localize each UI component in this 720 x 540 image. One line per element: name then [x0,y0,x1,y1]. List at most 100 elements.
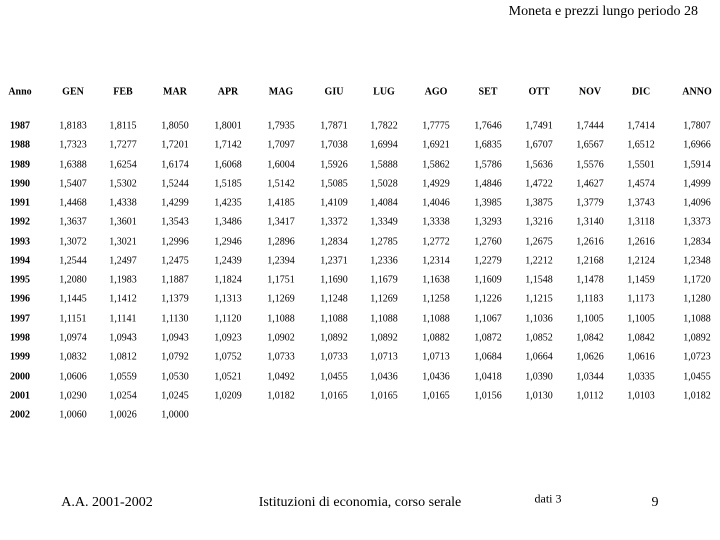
table-cell: 1,1088 [422,313,450,325]
table-cell: 1,4999 [683,178,711,190]
table-cell: 1,2785 [370,236,398,248]
footer-year: A.A. 2001-2002 [61,495,153,510]
table-cell: 1,0335 [627,371,655,382]
table-cell: 1,2212 [525,255,553,267]
row-year: 1995 [10,274,30,286]
table-cell: 1,0752 [214,351,242,363]
table-cell: 1,7491 [525,120,553,132]
table-cell: 1,4846 [474,178,502,190]
table-cell: 1,1215 [525,293,553,305]
table-cell: 1,7822 [370,120,398,132]
table-cell: 1,7142 [214,139,242,151]
table-cell: 1,7201 [161,139,189,151]
table-cell: 1,2348 [683,255,711,267]
table-cell: 1,0130 [525,390,553,402]
table-cell: 1,0112 [576,390,604,402]
table-cell: 1,1183 [576,293,604,305]
table-cell: 1,1548 [525,274,553,286]
table-cell: 1,6707 [525,139,553,151]
table-cell: 1,0733 [320,351,348,363]
table-cell: 1,7807 [683,120,711,132]
table-cell: 1,0254 [109,390,137,402]
table-cell: 1,5407 [59,178,87,190]
table-cell: 1,6994 [370,139,398,151]
table-cell: 1,1412 [109,293,137,305]
table-cell: 1,3372 [320,216,348,228]
column-header: SET [478,86,498,98]
table-cell: 1,3349 [370,216,398,228]
column-header: Anno [8,86,32,98]
table-cell: 1,3875 [525,197,553,209]
table-cell: 1,4929 [422,178,450,190]
table-cell: 1,6567 [576,139,604,151]
table-cell: 1,0182 [683,390,711,402]
table-cell: 1,1088 [267,313,295,325]
table-cell: 1,0882 [422,332,450,344]
table-cell: 1,8183 [59,120,87,132]
table-cell: 1,0436 [422,371,450,382]
table-cell: 1,2336 [370,255,398,267]
table-cell: 1,4109 [320,197,348,209]
table-cell: 1,8050 [161,120,189,132]
table-cell: 1,0664 [525,351,553,363]
table-cell: 1,3293 [474,216,502,228]
table-cell: 1,0606 [59,371,87,382]
table-cell: 1,1088 [683,313,711,325]
table-cell: 1,3373 [683,216,711,228]
table-cell: 1,6254 [109,159,137,171]
table-cell: 1,2616 [576,236,604,248]
table-cell: 1,4235 [214,197,242,209]
table-cell: 1,4574 [627,178,655,190]
table-cell: 1,0943 [109,332,137,344]
table-cell: 1,1609 [474,274,502,286]
row-year: 1994 [10,255,30,267]
table-cell: 1,3118 [627,216,655,228]
row-year: 1988 [10,139,30,151]
table-cell: 1,1459 [627,274,655,286]
table-cell: 1,0626 [576,351,604,363]
table-cell: 1,5914 [683,159,711,171]
table-cell: 1,0165 [422,390,450,402]
table-cell: 1,1088 [320,313,348,325]
table-cell: 1,2834 [320,236,348,248]
table-cell: 1,1005 [627,313,655,325]
table-cell: 1,0290 [59,390,87,402]
table-cell: 1,0559 [109,371,137,382]
table-cell: 1,1151 [59,313,87,325]
table-cell: 1,0842 [576,332,604,344]
table-cell: 1,0344 [576,371,604,382]
table-cell: 1,1445 [59,293,87,305]
table-cell: 1,0616 [627,351,655,363]
table-cell: 1,1141 [109,313,137,325]
page-title: Moneta e prezzi lungo periodo 28 [508,4,698,19]
table-cell: 1,0245 [161,390,189,402]
table-cell: 1,0026 [109,409,137,421]
row-year: 1998 [10,332,30,344]
table-cell: 1,0852 [525,332,553,344]
table-cell: 1,0872 [474,332,502,344]
table-cell: 1,6174 [161,159,189,171]
page-number: 9 [651,495,659,510]
table-cell: 1,1130 [161,313,189,325]
column-header: APR [217,86,239,98]
column-header: ANNO [682,86,712,98]
table-cell: 1,3140 [576,216,604,228]
table-cell: 1,0974 [59,332,87,344]
table-cell: 1,3417 [267,216,295,228]
table-cell: 1,4299 [161,197,189,209]
table-cell: 1,3021 [109,236,137,248]
column-header: MAR [163,86,187,98]
table-cell: 1,0812 [109,351,137,363]
table-cell: 1,0209 [214,390,242,402]
table-cell: 1,0892 [683,332,711,344]
table-cell: 1,8001 [214,120,242,132]
table-cell: 1,1824 [214,274,242,286]
table-cell: 1,0892 [320,332,348,344]
table-cell: 1,6835 [474,139,502,151]
table-cell: 1,5085 [320,178,348,190]
table-cell: 1,1751 [267,274,295,286]
table-cell: 1,2772 [422,236,450,248]
table-cell: 1,0165 [320,390,348,402]
table-cell: 1,6966 [683,139,711,151]
